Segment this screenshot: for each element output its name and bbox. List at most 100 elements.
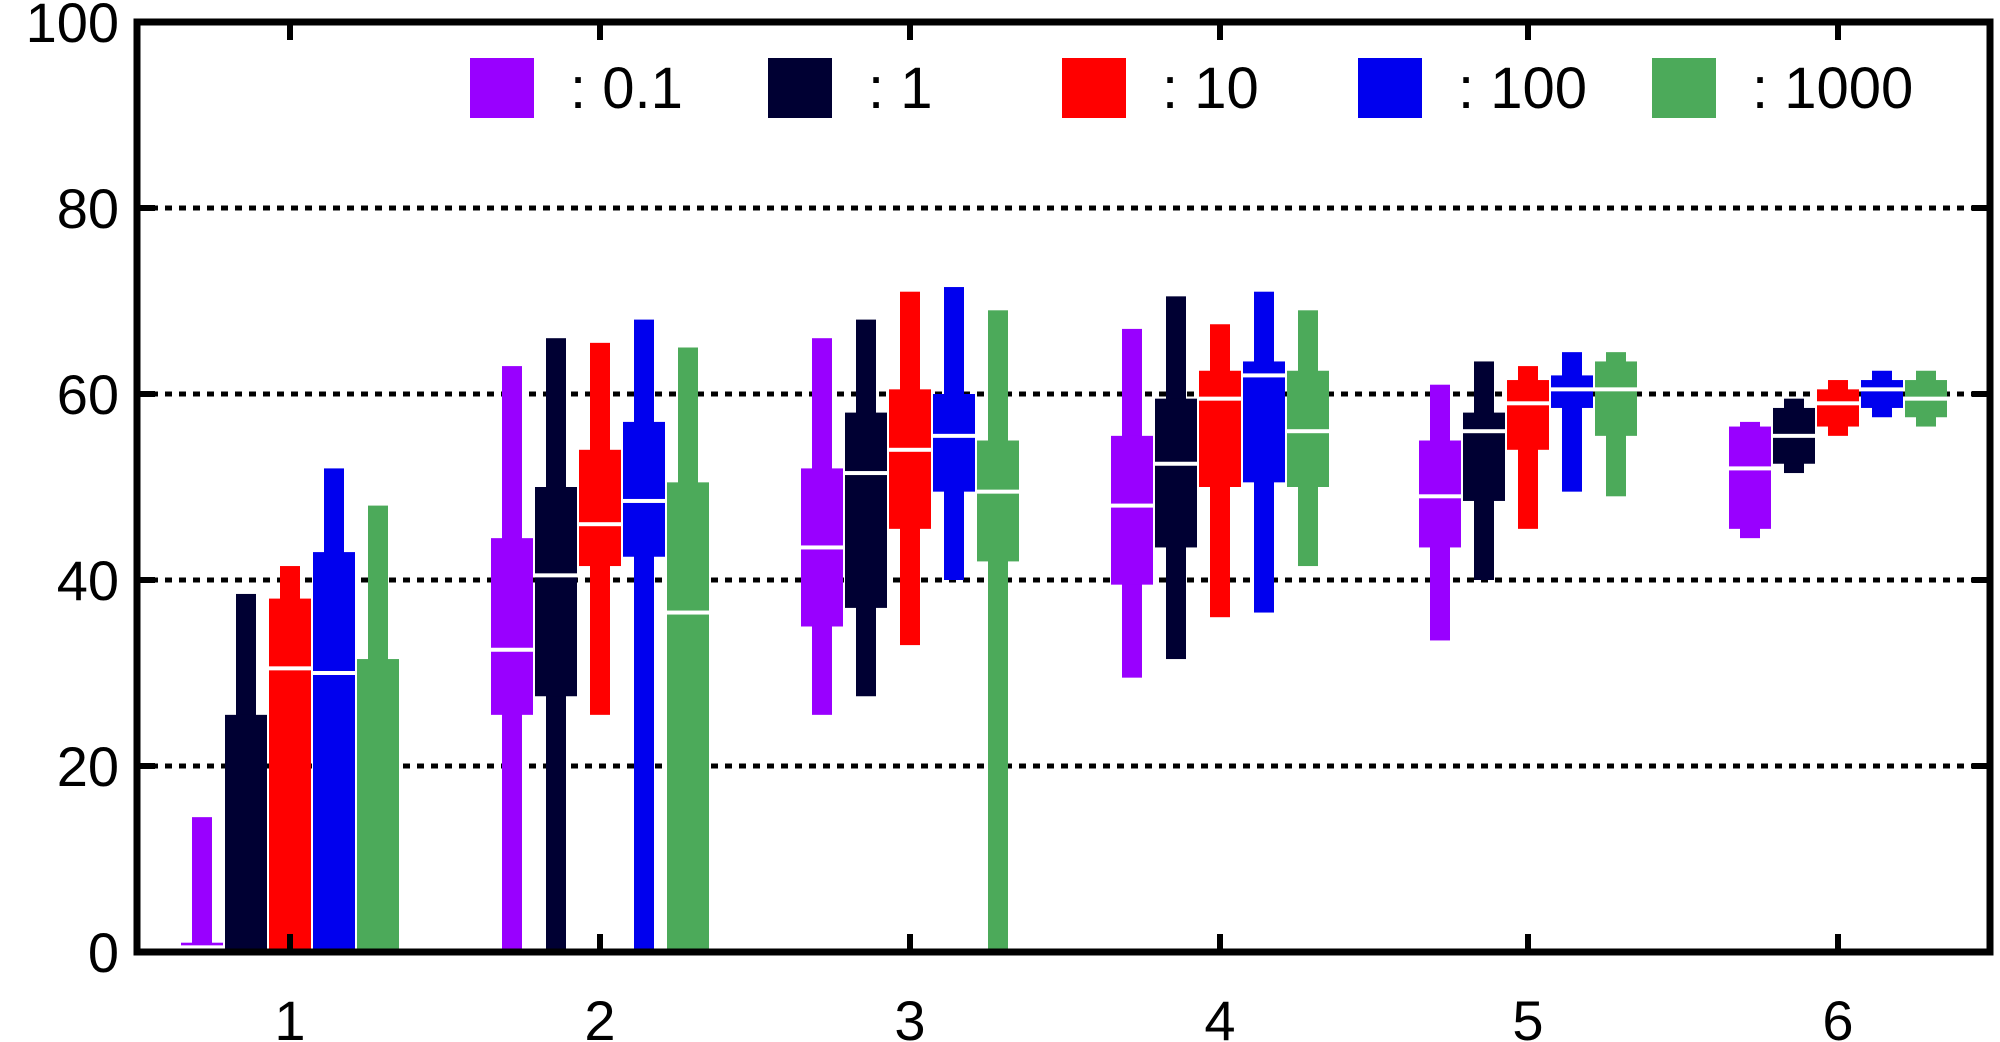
legend-swatch <box>1062 58 1126 118</box>
median-line <box>1199 396 1241 401</box>
median-line <box>1155 461 1197 466</box>
iqr-box <box>1551 375 1593 408</box>
median-line <box>1551 387 1593 392</box>
box-1-group-3 <box>845 319 887 697</box>
median-line <box>1111 503 1153 508</box>
median-line <box>535 573 577 578</box>
iqr-box <box>1595 361 1637 436</box>
box-10-group-5 <box>1507 366 1549 529</box>
box-100-group-4 <box>1243 291 1285 613</box>
box-100-group-5 <box>1551 352 1593 492</box>
y-tick-label-0: 0 <box>88 921 119 984</box>
x-tick-label-6: 6 <box>1822 989 1853 1042</box>
box-0.1-group-1 <box>181 817 223 952</box>
median-line <box>579 522 621 527</box>
box-0.1-group-5 <box>1419 384 1461 641</box>
box-0.1-group-6 <box>1729 421 1771 539</box>
legend-item-4: : 1000 <box>1652 56 1913 121</box>
median-line <box>623 498 665 503</box>
x-tick-label-4: 4 <box>1204 989 1235 1042</box>
box-0.1-group-3 <box>801 338 843 715</box>
y-tick-label-80: 80 <box>57 177 119 240</box>
legend-item-1: : 1 <box>768 56 933 121</box>
median-line <box>1905 396 1947 401</box>
median-line <box>1463 429 1505 434</box>
legend-label: : 1 <box>868 56 933 121</box>
legend-swatch <box>1652 58 1716 118</box>
y-tick-label-20: 20 <box>57 735 119 798</box>
iqr-box <box>977 440 1019 562</box>
iqr-box <box>1507 380 1549 450</box>
median-line <box>1817 401 1859 406</box>
plot-marks <box>181 287 1947 953</box>
y-tick-label-100: 100 <box>26 0 119 54</box>
median-line <box>801 545 843 550</box>
iqr-box <box>491 538 533 715</box>
gridlines <box>137 205 1990 769</box>
iqr-box <box>313 552 355 952</box>
box-1000-group-2 <box>667 347 709 952</box>
iqr-box <box>1287 370 1329 487</box>
legend-swatch <box>1358 58 1422 118</box>
median-line <box>1243 373 1285 378</box>
median-line <box>1287 429 1329 434</box>
legend-item-0: : 0.1 <box>470 56 683 121</box>
box-100-group-1 <box>313 468 355 952</box>
legend-label: : 1000 <box>1752 56 1913 121</box>
y-tick-label-40: 40 <box>57 549 119 612</box>
axes: 0 20 40 60 80 100 1 2 3 4 5 6 <box>26 0 1994 1042</box>
box-1-group-4 <box>1155 296 1197 660</box>
plot-frame <box>133 18 1994 956</box>
y-tick-label-60: 60 <box>57 363 119 426</box>
median-line <box>1729 466 1771 471</box>
legend-swatch <box>470 58 534 118</box>
box-10-group-4 <box>1199 324 1241 618</box>
box-10-group-2 <box>579 342 621 715</box>
median-line <box>933 433 975 438</box>
iqr-box <box>1199 370 1241 487</box>
iqr-box <box>845 412 887 608</box>
iqr-box <box>933 394 975 492</box>
legend: : 0.1: 1: 10: 100: 1000 <box>470 56 1913 121</box>
box-0.1-group-2 <box>491 366 533 953</box>
box-10-group-1 <box>269 566 311 952</box>
x-tick-label-1: 1 <box>274 989 305 1042</box>
iqr-box <box>667 482 709 952</box>
iqr-box <box>1419 440 1461 548</box>
x-tick-label-2: 2 <box>584 989 615 1042</box>
iqr-box <box>889 389 931 529</box>
median-line <box>313 671 355 675</box>
box-1000-group-6 <box>1905 370 1947 427</box>
box-100-group-6 <box>1861 370 1903 418</box>
iqr-box <box>1243 361 1285 483</box>
box-1000-group-4 <box>1287 310 1329 567</box>
box-10-group-3 <box>889 291 931 646</box>
iqr-box <box>623 421 665 557</box>
legend-label: : 10 <box>1162 56 1259 121</box>
iqr-box <box>357 659 399 952</box>
median-line <box>889 447 931 452</box>
median-line <box>269 666 311 671</box>
whisker <box>988 310 1008 952</box>
box-10-group-6 <box>1817 380 1859 436</box>
iqr-box <box>1111 435 1153 585</box>
box-0.1-group-4 <box>1111 328 1153 678</box>
median-line <box>1507 401 1549 406</box>
iqr-box <box>1463 412 1505 501</box>
legend-label: : 0.1 <box>570 56 683 121</box>
median-line <box>1773 433 1815 438</box>
iqr-box <box>579 449 621 567</box>
iqr-box <box>1861 380 1903 408</box>
iqr-box <box>1729 426 1771 529</box>
box-1000-group-3 <box>977 310 1019 952</box>
median-line <box>181 945 223 950</box>
median-line <box>977 489 1019 494</box>
legend-swatch <box>768 58 832 118</box>
iqr-box <box>225 714 267 952</box>
box-1000-group-5 <box>1595 352 1637 497</box>
iqr-box <box>269 598 311 952</box>
iqr-box <box>535 487 577 697</box>
box-1-group-5 <box>1463 361 1505 580</box>
box-1000-group-1 <box>357 505 399 952</box>
